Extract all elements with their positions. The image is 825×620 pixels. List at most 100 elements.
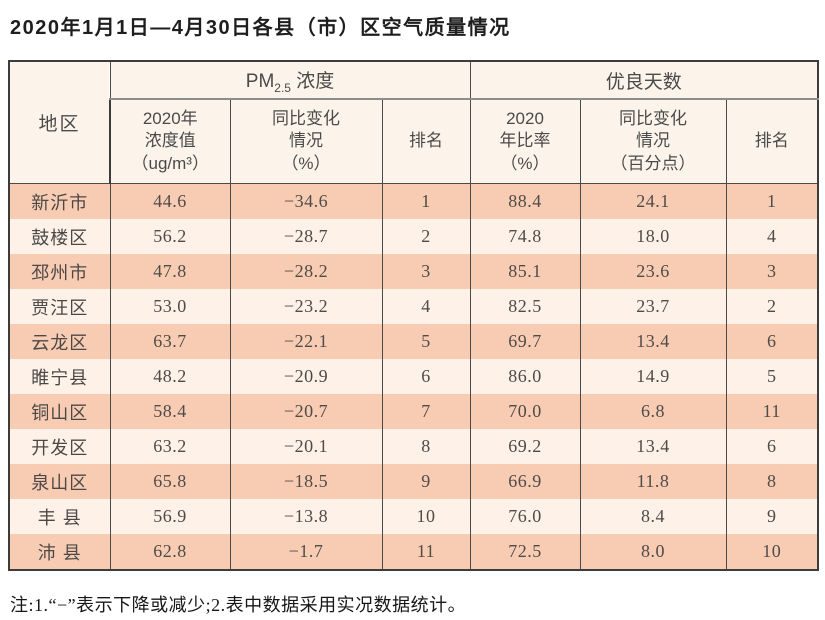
pm25-rank-cell: 4	[381, 289, 470, 324]
good-days-ratio-cell: 69.2	[469, 429, 580, 464]
good-days-ratio-cell: 88.4	[469, 183, 580, 219]
good-days-ratio-cell: 72.5	[469, 534, 580, 570]
good-days-rank-cell: 3	[725, 254, 818, 289]
pm25-rank-cell: 3	[381, 254, 470, 289]
pm25-rank-cell: 8	[381, 429, 470, 464]
pm25-rank-cell: 11	[381, 534, 470, 570]
good-days-change-cell: 23.6	[579, 254, 726, 289]
good-days-change-header: 同比变化 情况 （百分点）	[579, 99, 726, 184]
table-header: 地区 PM2.5 浓度 优良天数 2020年 浓度值 （ug/m³） 同比变化 …	[8, 61, 818, 184]
good-days-rank-cell: 11	[725, 394, 818, 429]
pm25-change-cell: −20.1	[229, 429, 382, 464]
good-days-ratio-cell: 70.0	[469, 394, 580, 429]
region-cell: 开发区	[8, 429, 110, 464]
good-days-ratio-cell: 69.7	[469, 324, 580, 359]
pm25-change-cell: −20.7	[229, 394, 382, 429]
sub-header-row: 2020年 浓度值 （ug/m³） 同比变化 情况 （%） 排名 2020 年比…	[9, 99, 818, 184]
good-days-change-cell: 8.4	[579, 499, 726, 534]
region-cell: 睢宁县	[8, 359, 110, 394]
good-days-rank-cell: 6	[725, 324, 818, 359]
pm25-value-cell: 65.8	[109, 464, 230, 499]
pm25-value-cell: 56.9	[109, 499, 230, 534]
table-row: 铜山区 58.4 −20.7 7 70.0 6.8 11	[8, 394, 818, 429]
pm25-rank-cell: 1	[381, 183, 470, 219]
pm25-value-cell: 53.0	[109, 289, 230, 324]
pm25-change-cell: −20.9	[229, 359, 382, 394]
pm25-rank-cell: 10	[381, 499, 470, 534]
region-cell: 云龙区	[8, 324, 110, 359]
table-body: 新沂市 44.6 −34.6 1 88.4 24.1 1 鼓楼区 56.2 −28.7 2 74.8 1…	[8, 183, 818, 570]
pm25-value-cell: 44.6	[109, 183, 230, 219]
table-row: 沛 县 62.8 −1.7 11 72.5 8.0 10	[8, 534, 818, 570]
pm25-rank-cell: 6	[381, 359, 470, 394]
good-days-rank-cell: 5	[725, 359, 818, 394]
good-days-rank-cell: 4	[725, 219, 818, 254]
good-days-group-header: 优良天数	[469, 61, 818, 100]
good-days-ratio-cell: 85.1	[469, 254, 580, 289]
pm25-label-subscript: 2.5	[274, 80, 291, 95]
group-header-row: 地区 PM2.5 浓度 优良天数	[8, 61, 818, 184]
good-days-rank-cell: 1	[725, 183, 818, 219]
good-days-rank-header: 排名	[725, 99, 818, 184]
footnote: 注:1.“−”表示下降或减少;2.表中数据采用实况数据统计。	[10, 595, 467, 615]
good-days-change-cell: 6.8	[579, 394, 726, 429]
pm25-rank-cell: 2	[381, 219, 470, 254]
pm25-label-prefix: PM	[245, 70, 275, 92]
table-row: 云龙区 63.7 −22.1 5 69.7 13.4 6	[8, 324, 818, 359]
pm25-value-cell: 47.8	[109, 254, 230, 289]
pm25-value-cell: 63.7	[109, 324, 230, 359]
good-days-rank-cell: 10	[725, 534, 818, 570]
good-days-change-cell: 14.9	[579, 359, 726, 394]
pm25-rank-header: 排名	[381, 99, 470, 184]
table-row: 睢宁县 48.2 −20.9 6 86.0 14.9 5	[8, 359, 818, 394]
table-row: 丰 县 56.9 −13.8 10 76.0 8.4 9	[8, 499, 818, 534]
good-days-change-cell: 24.1	[579, 183, 726, 219]
pm25-change-cell: −13.8	[229, 499, 382, 534]
pm25-change-cell: −23.2	[229, 289, 382, 324]
air-quality-table: 地区 PM2.5 浓度 优良天数 2020年 浓度值 （ug/m³） 同比变化 …	[8, 60, 819, 571]
good-days-change-cell: 18.0	[579, 219, 726, 254]
good-days-rank-cell: 9	[725, 499, 818, 534]
pm25-rank-cell: 7	[381, 394, 470, 429]
pm25-value-cell: 48.2	[109, 359, 230, 394]
pm25-change-cell: −28.7	[229, 219, 382, 254]
table-row: 开发区 63.2 −20.1 8 69.2 13.4 6	[8, 429, 818, 464]
pm25-rank-cell: 9	[381, 464, 470, 499]
pm25-value-cell: 58.4	[109, 394, 230, 429]
good-days-ratio-header: 2020 年比率 （%）	[469, 99, 580, 184]
good-days-change-cell: 11.8	[579, 464, 726, 499]
pm25-value-cell: 62.8	[109, 534, 230, 570]
good-days-rank-cell: 2	[725, 289, 818, 324]
good-days-ratio-cell: 82.5	[469, 289, 580, 324]
pm25-label-suffix: 浓度	[290, 70, 335, 92]
region-cell: 贾汪区	[8, 289, 110, 324]
region-cell: 丰 县	[8, 499, 110, 534]
good-days-ratio-cell: 76.0	[469, 499, 580, 534]
region-cell: 邳州市	[8, 254, 110, 289]
region-cell: 新沂市	[8, 183, 110, 219]
table-row: 贾汪区 53.0 −23.2 4 82.5 23.7 2	[8, 289, 818, 324]
region-cell: 沛 县	[8, 534, 110, 570]
page-title: 2020年1月1日—4月30日各县（市）区空气质量情况	[10, 17, 511, 39]
good-days-change-cell: 23.7	[579, 289, 726, 324]
table-row: 新沂市 44.6 −34.6 1 88.4 24.1 1	[8, 183, 818, 219]
pm25-change-cell: −18.5	[229, 464, 382, 499]
pm25-value-cell: 56.2	[109, 219, 230, 254]
pm25-value-header: 2020年 浓度值 （ug/m³）	[109, 99, 230, 184]
table-row: 鼓楼区 56.2 −28.7 2 74.8 18.0 4	[8, 219, 818, 254]
good-days-ratio-cell: 86.0	[469, 359, 580, 394]
region-cell: 泉山区	[8, 464, 110, 499]
pm25-group-header: PM2.5 浓度	[109, 61, 470, 100]
pm25-value-cell: 63.2	[109, 429, 230, 464]
region-cell: 铜山区	[8, 394, 110, 429]
good-days-ratio-cell: 66.9	[469, 464, 580, 499]
good-days-change-cell: 13.4	[579, 324, 726, 359]
pm25-change-header: 同比变化 情况 （%）	[229, 99, 382, 184]
pm25-change-cell: −28.2	[229, 254, 382, 289]
table-row: 邳州市 47.8 −28.2 3 85.1 23.6 3	[8, 254, 818, 289]
pm25-change-cell: −34.6	[229, 183, 382, 219]
pm25-change-cell: −1.7	[229, 534, 382, 570]
pm25-change-cell: −22.1	[229, 324, 382, 359]
good-days-ratio-cell: 74.8	[469, 219, 580, 254]
